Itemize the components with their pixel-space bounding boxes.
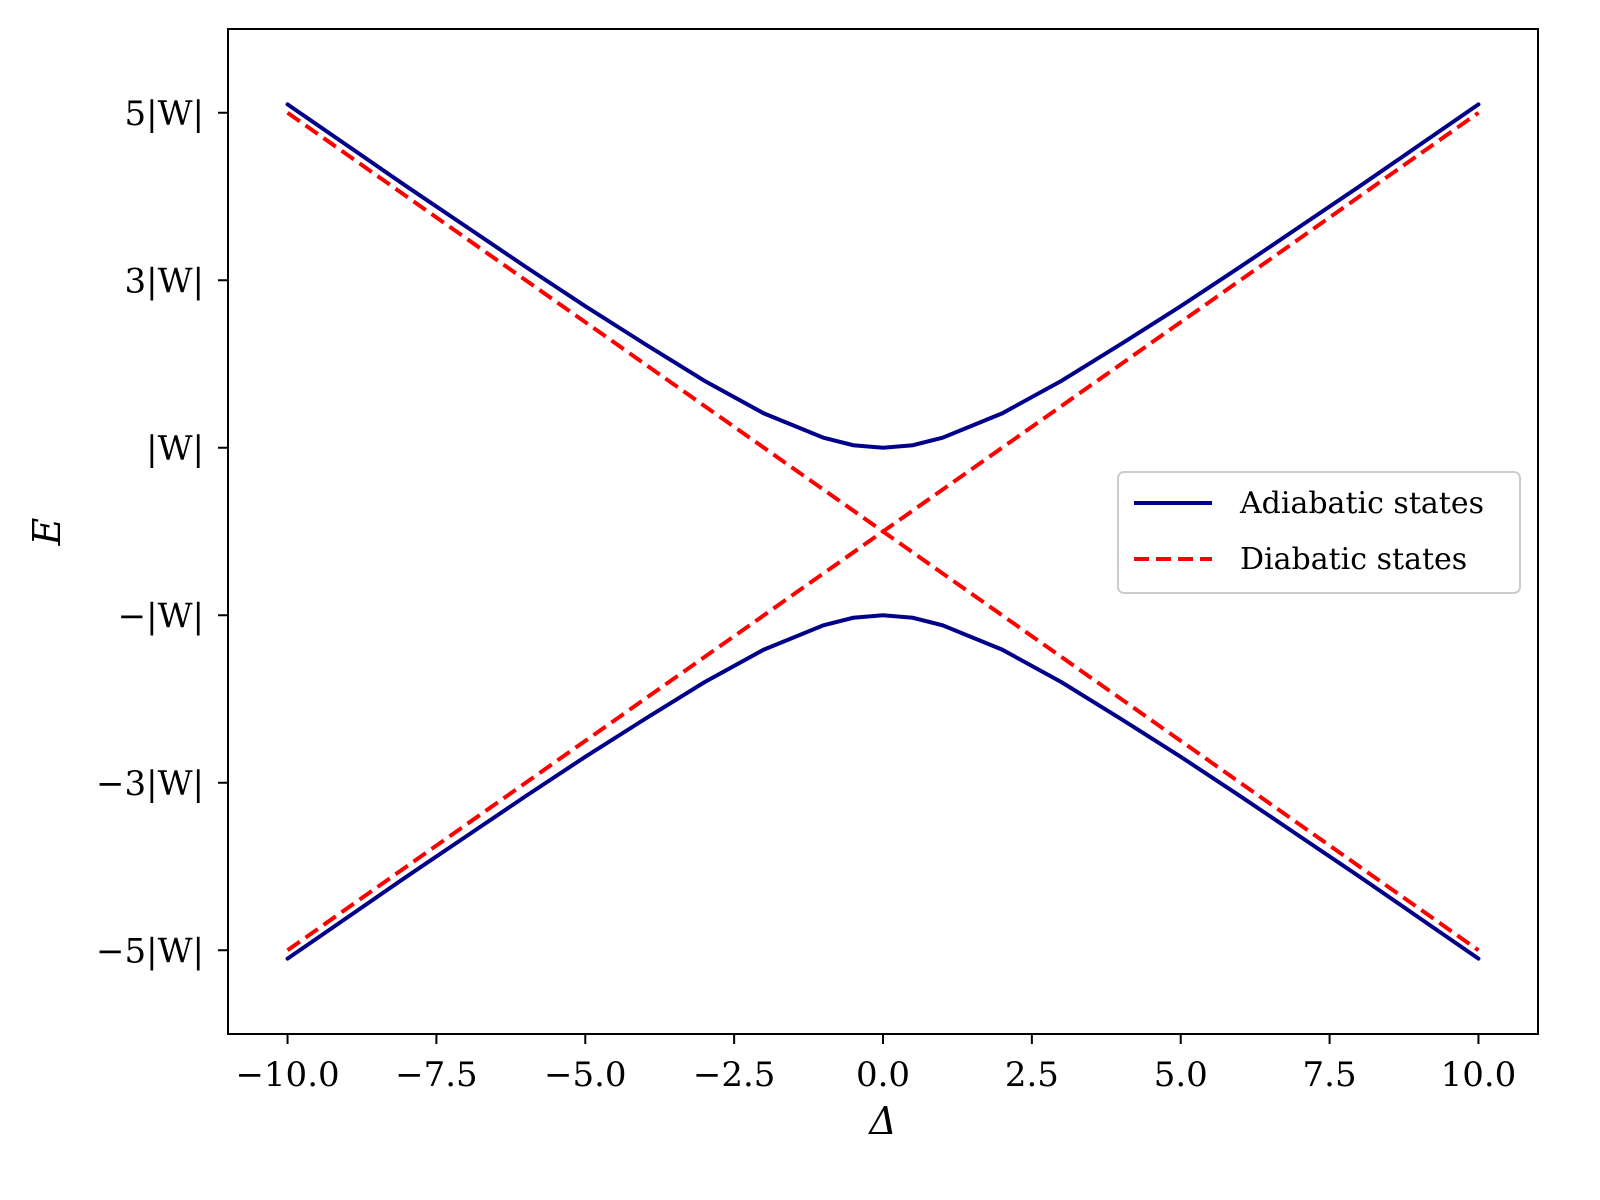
y-tick-label: 3|W|	[125, 261, 205, 301]
x-tick-label: −7.5	[395, 1055, 478, 1095]
series-line-adiabatic-lower	[285, 613, 1481, 961]
x-tick-label: −5.0	[544, 1055, 627, 1095]
y-tick-label: −3|W|	[96, 764, 204, 804]
x-axis: −10.0 −7.5 −5.0 −2.5 0.0 2.5 5.0 7.5 10.0	[235, 1034, 1516, 1095]
legend-label: Diabatic states	[1240, 542, 1467, 577]
legend-label: Adiabatic states	[1239, 486, 1484, 521]
x-axis-label: Δ	[867, 1099, 896, 1143]
y-tick-label: −|W|	[118, 596, 204, 636]
x-tick-label: 10.0	[1441, 1055, 1517, 1095]
y-tick-label: |W|	[146, 429, 204, 469]
x-tick-label: 2.5	[1005, 1055, 1059, 1095]
y-tick-label: 5|W|	[125, 94, 205, 134]
x-tick-label: −10.0	[235, 1055, 339, 1095]
x-tick-label: 5.0	[1154, 1055, 1208, 1095]
x-tick-label: −2.5	[693, 1055, 776, 1095]
x-tick-label: 7.5	[1303, 1055, 1357, 1095]
series-line-adiabatic-upper	[285, 102, 1481, 450]
y-tick-label: −5|W|	[96, 931, 204, 971]
legend-box	[1117, 471, 1521, 594]
x-tick-label: 0.0	[856, 1055, 910, 1095]
y-axis-label: E	[25, 517, 69, 546]
series-line-diabatic-lower	[286, 111, 1480, 952]
y-axis: 5|W| 3|W| |W| −|W| −3|W| −5|W|	[96, 94, 228, 971]
legend: Adiabatic states Diabatic states	[1117, 471, 1521, 594]
lines-layer	[285, 102, 1481, 961]
